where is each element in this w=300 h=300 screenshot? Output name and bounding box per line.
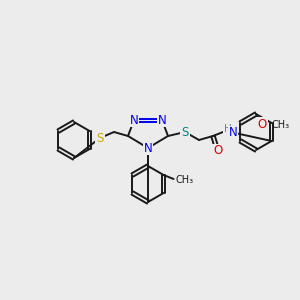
Text: N: N <box>130 113 138 127</box>
Text: O: O <box>257 118 267 130</box>
Text: S: S <box>181 125 189 139</box>
Text: O: O <box>213 145 223 158</box>
Text: S: S <box>96 131 104 145</box>
Text: CH₃: CH₃ <box>272 120 290 130</box>
Text: N: N <box>229 127 237 140</box>
Text: H: H <box>224 124 232 134</box>
Text: CH₃: CH₃ <box>176 175 194 185</box>
Text: N: N <box>144 142 152 154</box>
Text: N: N <box>158 113 166 127</box>
